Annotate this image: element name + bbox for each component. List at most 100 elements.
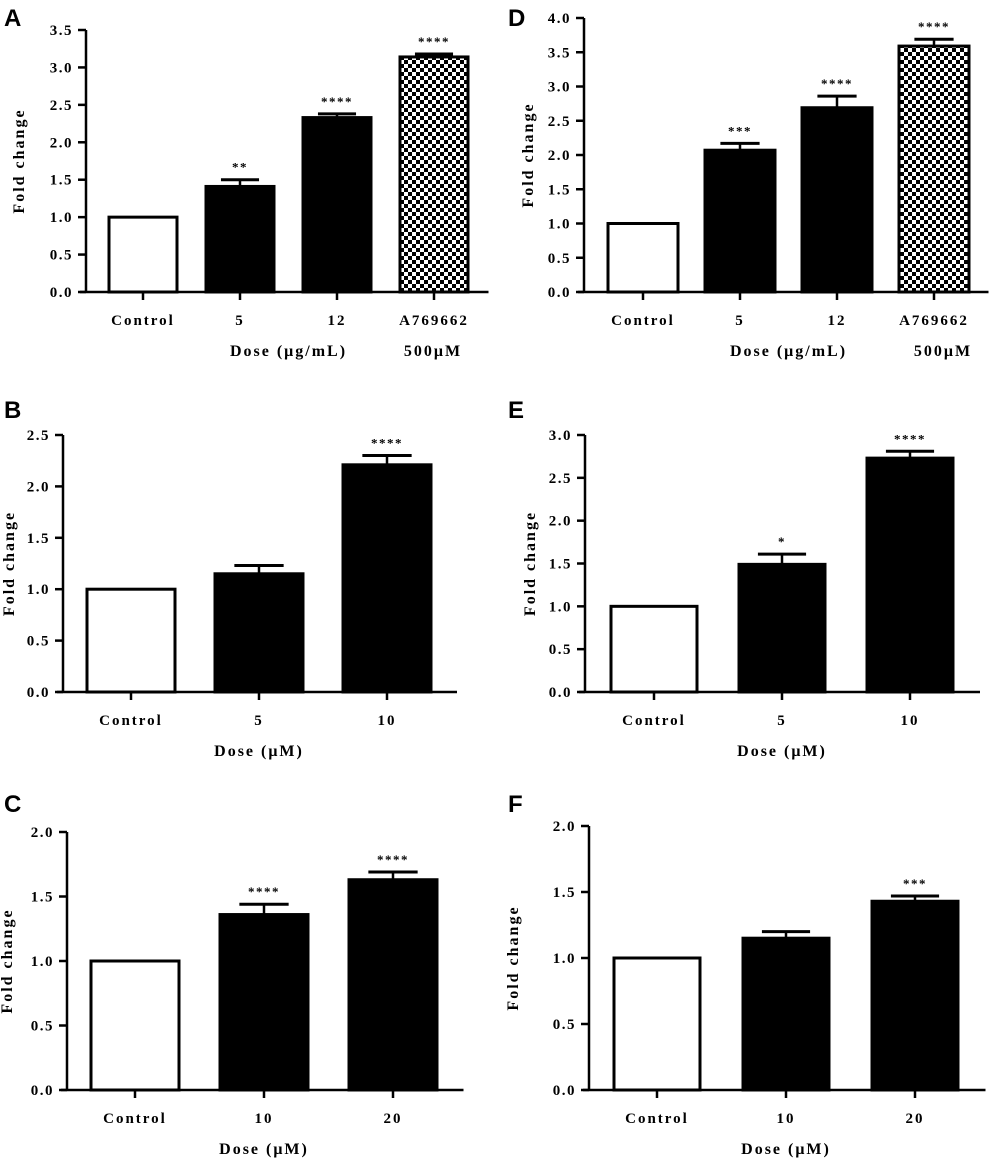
y-tick-label-b: 2.5: [27, 428, 50, 444]
y-axis-label-b: Fold change: [1, 511, 18, 616]
y-tick-label-d: 0.0: [548, 285, 571, 301]
y-tick-label-a: 2.0: [50, 135, 73, 151]
y-tick-label-a: 0.5: [50, 248, 73, 264]
y-tick-label-c: 0.0: [31, 1083, 54, 1099]
y-tick-label-e: 1.5: [549, 557, 572, 573]
panel-letter-c: C: [4, 791, 21, 818]
bar-c-0: [89, 959, 181, 1092]
category-label-a-0: Control: [111, 313, 175, 329]
bar-c-1: [218, 913, 310, 1092]
category-label-c-0: Control: [103, 1111, 167, 1127]
significance-b-2: ****: [371, 436, 403, 451]
bar-b-1: [213, 572, 305, 694]
category-label-b-1: 5: [254, 713, 264, 729]
y-tick-label-f: 2.0: [553, 819, 576, 835]
y-tick-label-d: 1.5: [548, 182, 571, 198]
significance-f-2: ***: [903, 876, 927, 891]
y-tick-label-c: 2.0: [31, 825, 54, 841]
y-tick-label-f: 1.5: [553, 885, 576, 901]
significance-a-1: **: [232, 160, 248, 175]
y-tick-label-d: 0.5: [548, 251, 571, 267]
bar-a-3: [398, 55, 470, 294]
category-label-e-1: 5: [777, 713, 787, 729]
bar-d-3: [897, 44, 971, 294]
bar-e-0: [609, 604, 699, 694]
category-label-c-1: 10: [255, 1111, 274, 1127]
y-axis-label-d: Fold change: [520, 102, 537, 207]
y-tick-label-b: 1.0: [27, 582, 50, 598]
bar-d-0: [606, 222, 680, 294]
x-axis-label-a: Dose (μg/mL): [230, 343, 347, 360]
y-tick-label-f: 0.5: [553, 1017, 576, 1033]
category-label-a-3: A769662: [399, 313, 469, 329]
y-tick-label-c: 1.0: [31, 954, 54, 970]
x-axis-label-b: Dose (μM): [214, 743, 304, 760]
category-label-d-1: 5: [735, 313, 745, 329]
category-label-e-0: Control: [622, 713, 686, 729]
y-tick-label-b: 0.5: [27, 634, 50, 650]
bar-a-1: [204, 184, 276, 294]
significance-d-1: ***: [728, 123, 752, 138]
bar-e-2: [865, 456, 955, 694]
x-axis-extra-label-a: 500μM: [404, 343, 462, 360]
y-tick-label-a: 3.5: [50, 23, 73, 39]
significance-c-2: ****: [377, 852, 409, 867]
y-tick-label-d: 3.5: [548, 45, 571, 61]
bar-f-1: [741, 936, 831, 1092]
bar-b-0: [85, 587, 177, 694]
bar-b-2: [341, 463, 433, 694]
x-axis-label-f: Dose (μM): [741, 1141, 831, 1158]
bar-d-2: [800, 106, 874, 294]
y-tick-label-c: 1.5: [31, 890, 54, 906]
category-label-a-1: 5: [235, 313, 245, 329]
x-axis-label-e: Dose (μM): [737, 743, 827, 760]
y-axis-label-c: Fold change: [0, 908, 16, 1013]
panel-letter-a: A: [4, 5, 21, 32]
y-tick-label-d: 3.0: [548, 80, 571, 96]
significance-a-2: ****: [321, 94, 353, 109]
category-label-a-2: 12: [328, 313, 347, 329]
y-tick-label-c: 0.5: [31, 1019, 54, 1035]
bar-e-1: [737, 562, 827, 694]
y-tick-label-a: 1.5: [50, 173, 73, 189]
y-tick-label-d: 1.0: [548, 217, 571, 233]
bar-c-2: [347, 878, 439, 1092]
significance-e-1: *: [778, 534, 786, 549]
y-tick-label-e: 0.0: [549, 685, 572, 701]
significance-d-2: ****: [821, 76, 853, 91]
y-tick-label-f: 0.0: [553, 1083, 576, 1099]
y-tick-label-a: 1.0: [50, 210, 73, 226]
panel-letter-f: F: [508, 791, 523, 818]
y-tick-label-e: 1.0: [549, 599, 572, 615]
category-label-b-0: Control: [99, 713, 163, 729]
category-label-d-0: Control: [611, 313, 675, 329]
significance-c-1: ****: [248, 884, 280, 899]
category-label-b-2: 10: [378, 713, 397, 729]
category-label-e-2: 10: [901, 713, 920, 729]
significance-e-2: ****: [894, 431, 926, 446]
y-tick-label-e: 3.0: [549, 428, 572, 444]
category-label-f-1: 10: [777, 1111, 796, 1127]
category-label-c-2: 20: [384, 1111, 403, 1127]
bar-f-2: [870, 899, 960, 1092]
y-tick-label-b: 1.5: [27, 531, 50, 547]
y-tick-label-d: 4.0: [548, 11, 571, 27]
bar-f-0: [612, 956, 702, 1092]
panel-letter-b: B: [4, 397, 21, 424]
significance-a-3: ****: [418, 34, 450, 49]
panel-letter-d: D: [508, 5, 525, 32]
category-label-f-0: Control: [625, 1111, 689, 1127]
y-tick-label-b: 2.0: [27, 479, 50, 495]
y-tick-label-f: 1.0: [553, 951, 576, 967]
significance-d-3: ****: [918, 19, 950, 34]
x-axis-extra-label-d: 500μM: [914, 343, 972, 360]
y-tick-label-d: 2.5: [548, 114, 571, 130]
bar-d-1: [703, 148, 777, 294]
y-tick-label-a: 0.0: [50, 285, 73, 301]
bar-a-0: [107, 215, 179, 294]
y-tick-label-d: 2.0: [548, 148, 571, 164]
y-tick-label-a: 2.5: [50, 98, 73, 114]
y-tick-label-a: 3.0: [50, 60, 73, 76]
category-label-f-2: 20: [906, 1111, 925, 1127]
